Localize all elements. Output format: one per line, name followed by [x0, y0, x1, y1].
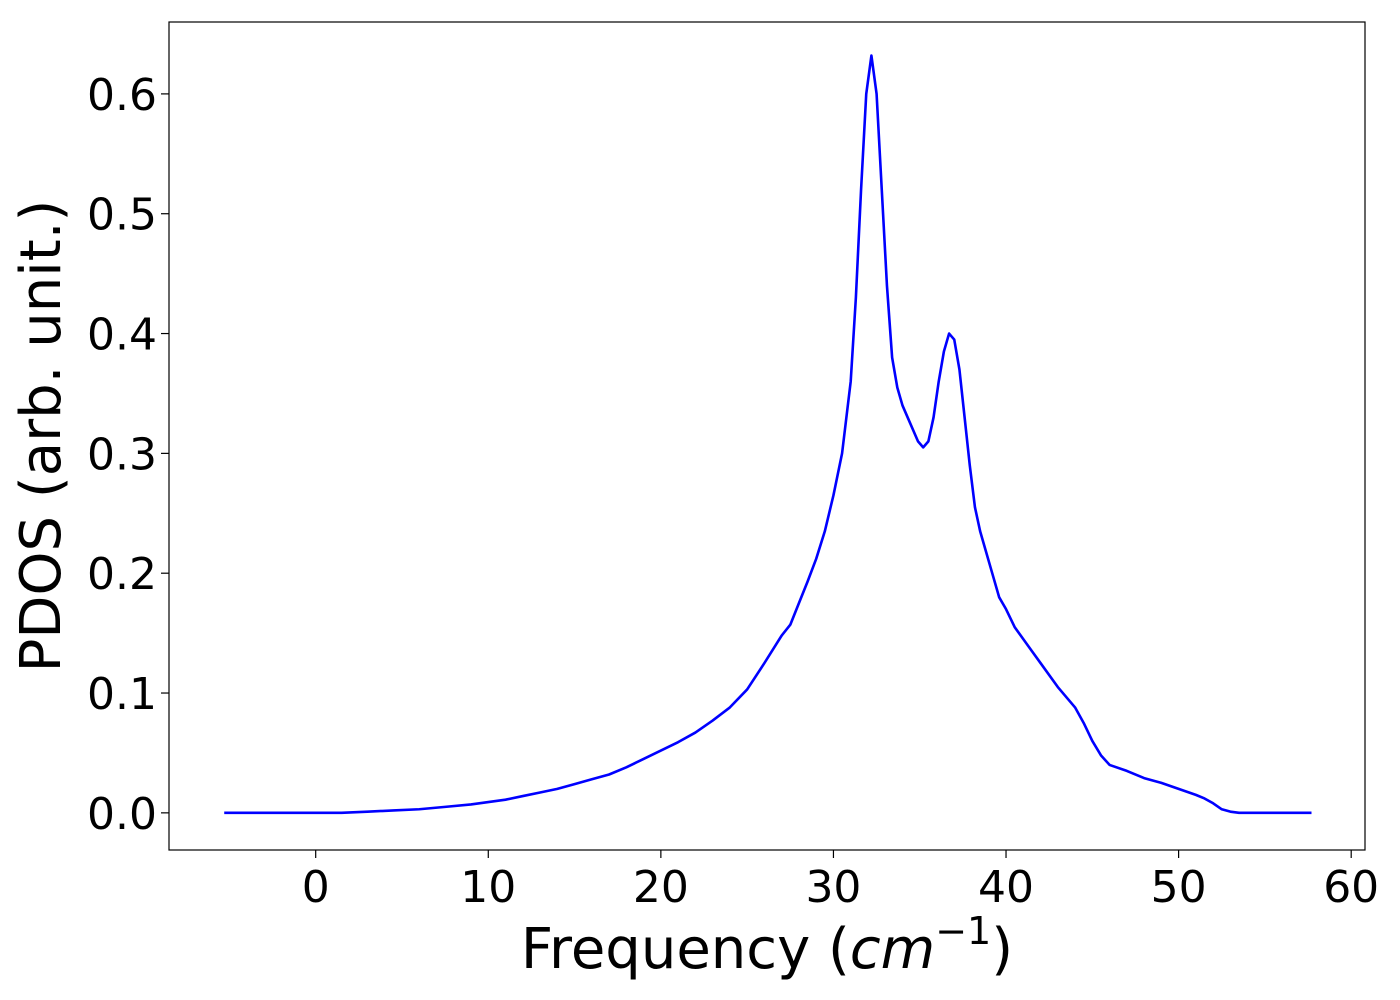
- y-axis-label: PDOS (arb. unit.): [9, 200, 74, 673]
- x-tick-label: 30: [805, 862, 861, 913]
- x-axis-label: Frequency (cm−1): [521, 909, 1013, 982]
- y-tick-label: 0.6: [87, 70, 157, 121]
- y-tick-label: 0.2: [87, 549, 157, 600]
- plot-frame: [168, 21, 1366, 851]
- x-tick-label: 60: [1323, 862, 1379, 913]
- series-line-pdos: [224, 54, 1312, 815]
- plot-area: [168, 21, 1366, 851]
- y-tick-label: 0.3: [87, 429, 157, 480]
- y-tick-label: 0.0: [87, 789, 157, 840]
- x-tick-label: 10: [460, 862, 516, 913]
- x-axis-ticks: 0 10 20 30 40 50 60: [302, 850, 1379, 913]
- x-tick-label: 0: [302, 862, 330, 913]
- x-tick-label: 40: [978, 862, 1034, 913]
- x-tick-label: 50: [1151, 862, 1207, 913]
- y-axis-ticks: 0.0 0.1 0.2 0.3 0.4 0.5 0.6: [87, 70, 169, 840]
- y-tick-label: 0.4: [87, 310, 157, 361]
- x-tick-label: 20: [633, 862, 689, 913]
- y-tick-label: 0.1: [87, 669, 157, 720]
- y-tick-label: 0.5: [87, 190, 157, 241]
